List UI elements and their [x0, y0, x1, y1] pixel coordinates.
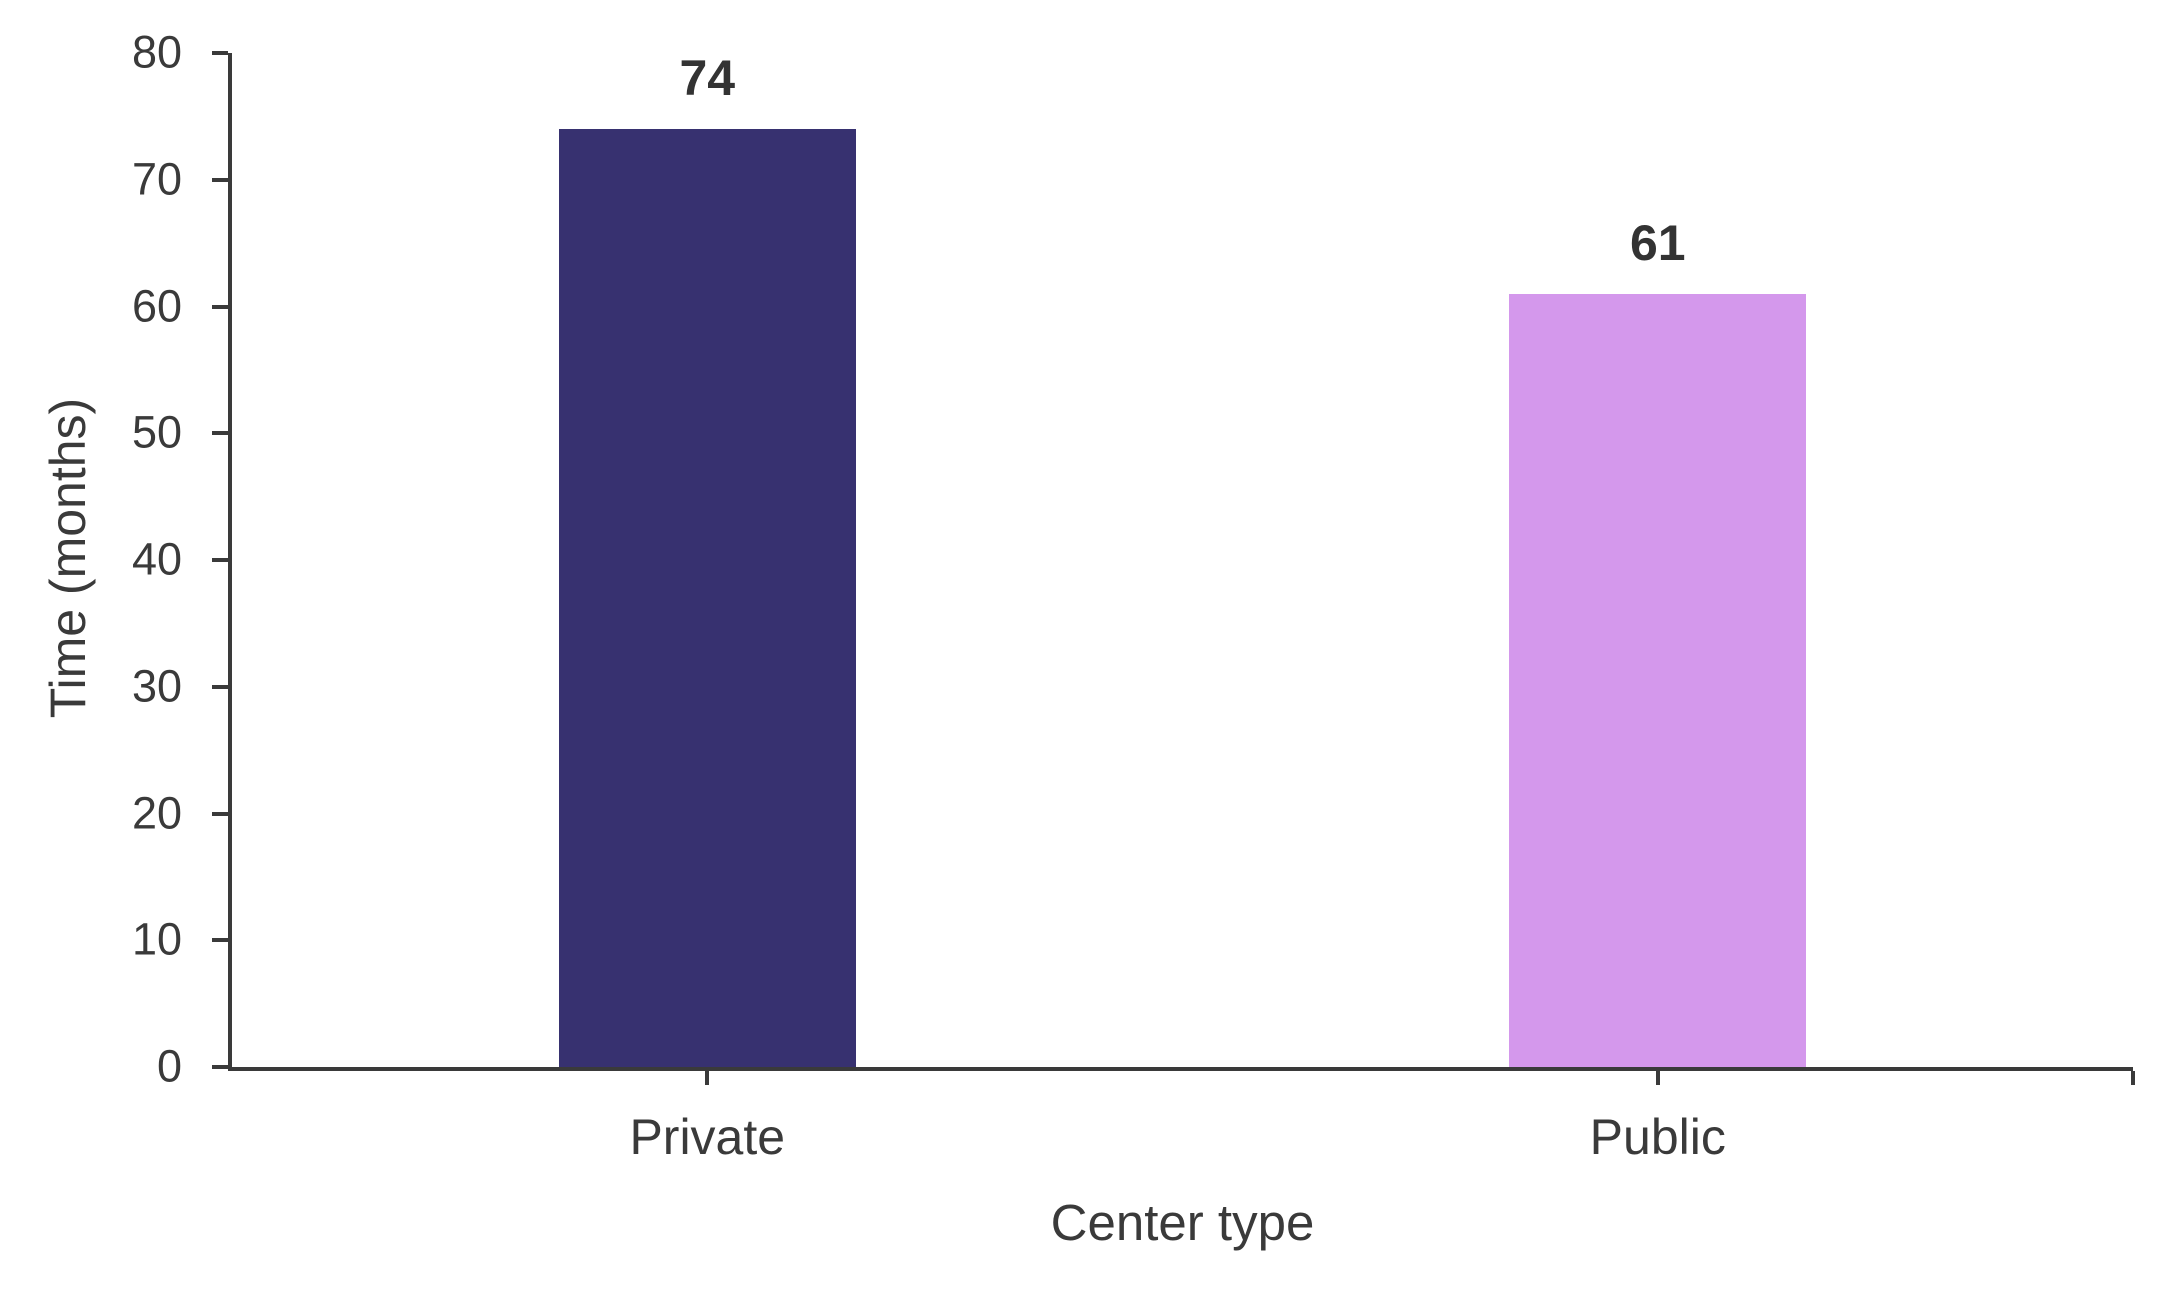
x-axis-title: Center type — [1050, 1194, 1315, 1251]
y-tick-label: 40 — [131, 533, 182, 585]
y-tick-mark — [212, 304, 228, 309]
bar-public — [1509, 293, 1807, 1067]
y-tick-mark — [212, 938, 228, 943]
y-tick-label: 0 — [156, 1040, 182, 1092]
x-axis-line — [228, 1067, 2133, 1071]
bar-private — [558, 129, 856, 1067]
y-tick-label: 80 — [131, 26, 182, 78]
y-tick-mark — [212, 177, 228, 182]
y-tick-mark — [212, 811, 228, 816]
y-axis-line — [228, 53, 232, 1071]
y-tick-label: 50 — [131, 406, 182, 458]
y-tick-mark — [212, 51, 228, 55]
y-tick-label: 20 — [131, 787, 182, 839]
x-axis-end-tick — [2131, 1071, 2135, 1085]
y-tick-label: 70 — [131, 153, 182, 205]
plot-area: 0 10 20 30 40 50 60 70 80 74 Private 61 Public — [132, 30, 2135, 1165]
y-tick-mark — [212, 1065, 228, 1069]
y-tick-label: 30 — [131, 660, 182, 712]
x-tick-mark-public — [1655, 1071, 1660, 1085]
x-tick-mark-private — [705, 1071, 710, 1085]
y-tick-label: 60 — [131, 280, 182, 332]
bar-value-label-private: 74 — [679, 50, 736, 107]
y-tick-mark — [212, 558, 228, 562]
y-tick-mark — [212, 431, 228, 436]
y-tick-label: 10 — [131, 913, 182, 965]
y-tick-mark — [212, 684, 228, 689]
bar-value-label-public: 61 — [1629, 214, 1686, 271]
x-tick-label-private: Private — [629, 1109, 786, 1165]
x-tick-label-public: Public — [1589, 1109, 1726, 1165]
